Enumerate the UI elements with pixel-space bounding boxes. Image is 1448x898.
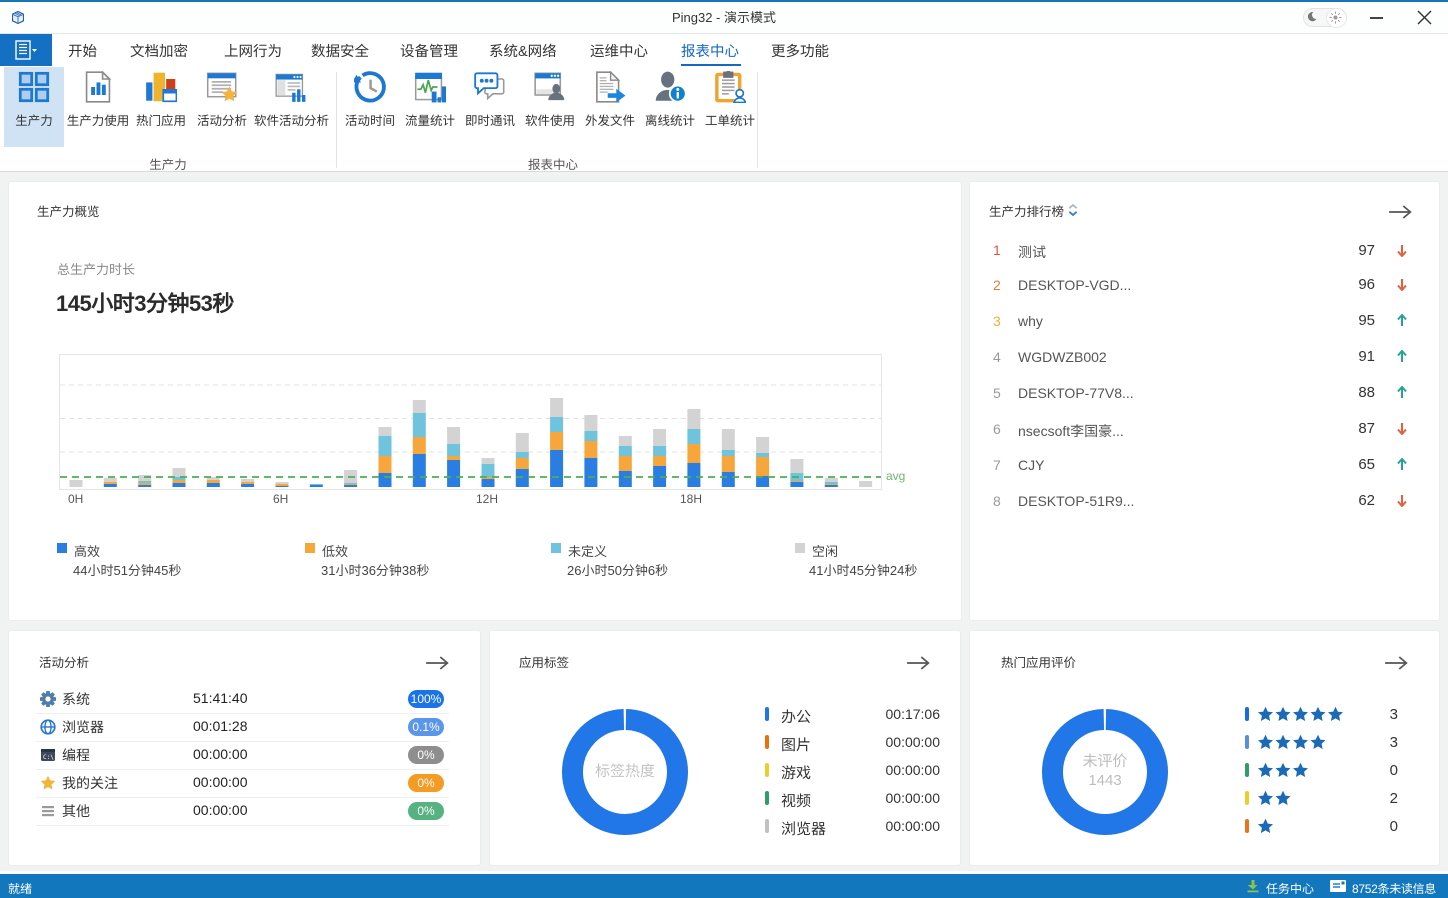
svg-text:C:\: C:\	[43, 754, 54, 761]
